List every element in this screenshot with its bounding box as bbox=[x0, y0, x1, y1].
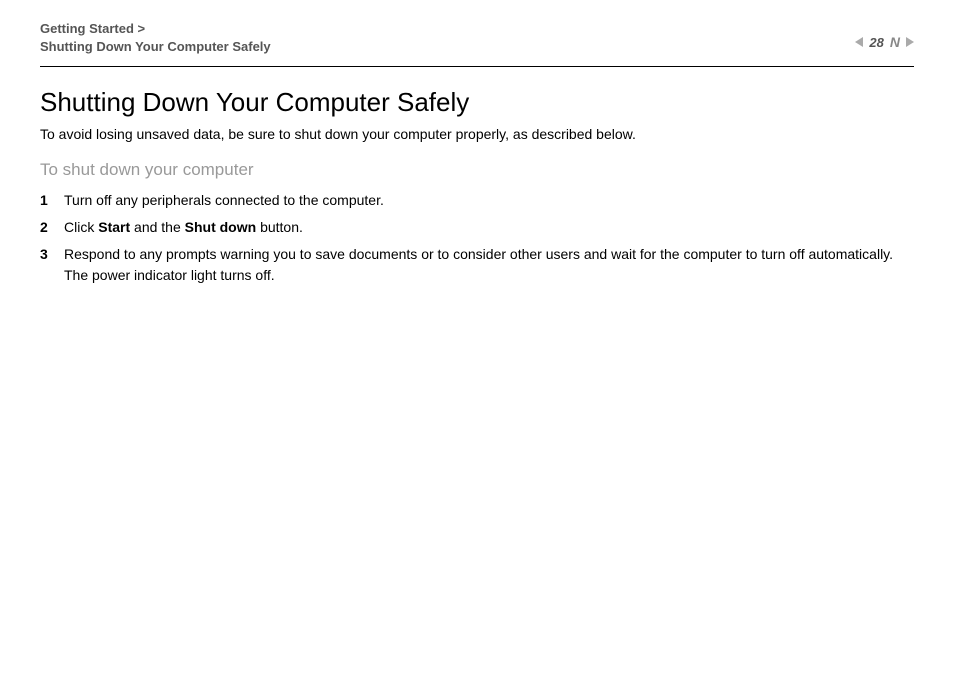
step-number: 2 bbox=[40, 217, 64, 238]
step-item: 2 Click Start and the Shut down button. bbox=[40, 217, 914, 238]
step-item: 1 Turn off any peripherals connected to … bbox=[40, 190, 914, 211]
page-container: Getting Started > Shutting Down Your Com… bbox=[0, 0, 954, 312]
page-number: 28 bbox=[869, 35, 883, 50]
next-page-icon[interactable] bbox=[906, 37, 914, 47]
step-number: 1 bbox=[40, 190, 64, 211]
page-content: Shutting Down Your Computer Safely To av… bbox=[40, 67, 914, 286]
section-subtitle: To shut down your computer bbox=[40, 160, 914, 180]
step-text-part: Click bbox=[64, 219, 98, 235]
prev-page-icon[interactable] bbox=[855, 37, 863, 47]
step-text-bold: Shut down bbox=[185, 219, 257, 235]
step-text-line: The power indicator light turns off. bbox=[64, 265, 914, 286]
page-nav: 28 N bbox=[855, 34, 914, 50]
page-title: Shutting Down Your Computer Safely bbox=[40, 87, 914, 118]
intro-text: To avoid losing unsaved data, be sure to… bbox=[40, 126, 914, 142]
breadcrumb-line-1: Getting Started > bbox=[40, 20, 271, 38]
step-text-bold: Start bbox=[98, 219, 130, 235]
steps-list: 1 Turn off any peripherals connected to … bbox=[40, 190, 914, 286]
step-text-part: button. bbox=[256, 219, 303, 235]
step-text-line: Respond to any prompts warning you to sa… bbox=[64, 244, 914, 265]
step-text-part: and the bbox=[130, 219, 185, 235]
step-item: 3 Respond to any prompts warning you to … bbox=[40, 244, 914, 286]
n-letter: N bbox=[890, 34, 900, 50]
step-number: 3 bbox=[40, 244, 64, 286]
breadcrumb-line-2: Shutting Down Your Computer Safely bbox=[40, 38, 271, 56]
step-text: Turn off any peripherals connected to th… bbox=[64, 190, 914, 211]
step-text: Respond to any prompts warning you to sa… bbox=[64, 244, 914, 286]
breadcrumb: Getting Started > Shutting Down Your Com… bbox=[40, 20, 271, 56]
step-text: Click Start and the Shut down button. bbox=[64, 217, 914, 238]
page-header: Getting Started > Shutting Down Your Com… bbox=[40, 20, 914, 67]
